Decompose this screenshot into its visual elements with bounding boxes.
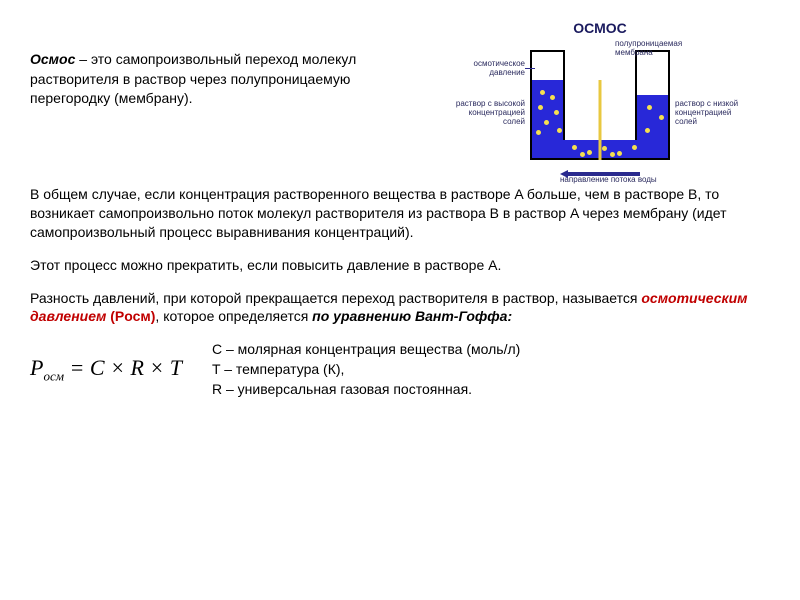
label-flow-direction: направление потока воды — [560, 175, 657, 184]
right-column — [635, 50, 670, 140]
definition-text: – это самопроизвольный переход молекул р… — [30, 51, 356, 106]
osmotic-pressure-abbr: (Pосм) — [106, 308, 155, 324]
vant-hoff-formula: Pосм = C × R × T — [30, 355, 182, 384]
vant-hoff-ref: по уравнению Вант-Гоффа: — [312, 308, 512, 324]
paragraph-3: Разность давлений, при которой прекращае… — [30, 289, 770, 327]
label-osmotic-pressure: осмотическоедавление — [430, 60, 525, 78]
legend-t: T – температура (К), — [212, 360, 520, 380]
label-high-conc: раствор с высокойконцентрациейсолей — [430, 100, 525, 126]
paragraph-1: В общем случае, если концентрация раство… — [30, 185, 770, 242]
formula-legend: C – молярная концентрация вещества (моль… — [212, 340, 520, 399]
label-membrane: полупроницаемаямембрана — [615, 40, 705, 58]
membrane — [599, 80, 602, 160]
legend-c: C – молярная концентрация вещества (моль… — [212, 340, 520, 360]
flow-arrow-icon — [560, 165, 640, 173]
paragraph-2: Этот процесс можно прекратить, если повы… — [30, 256, 770, 275]
definition-term: Осмос — [30, 51, 75, 67]
osmosis-diagram: ОСМОС осмотическоедавление полупроницаем… — [430, 20, 770, 170]
label-low-conc: раствор с низкойконцентрациейсолей — [675, 100, 770, 126]
left-column — [530, 50, 565, 140]
diagram-svg-area: осмотическоедавление полупроницаемаямемб… — [430, 40, 770, 170]
legend-r: R – универсальная газовая постоянная. — [212, 380, 520, 400]
diagram-title: ОСМОС — [430, 20, 770, 36]
definition-paragraph: Осмос – это самопроизвольный переход мол… — [30, 20, 415, 170]
